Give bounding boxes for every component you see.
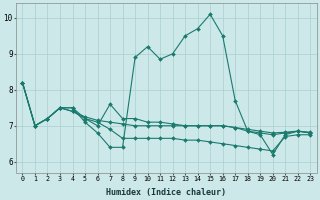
X-axis label: Humidex (Indice chaleur): Humidex (Indice chaleur) xyxy=(106,188,226,197)
